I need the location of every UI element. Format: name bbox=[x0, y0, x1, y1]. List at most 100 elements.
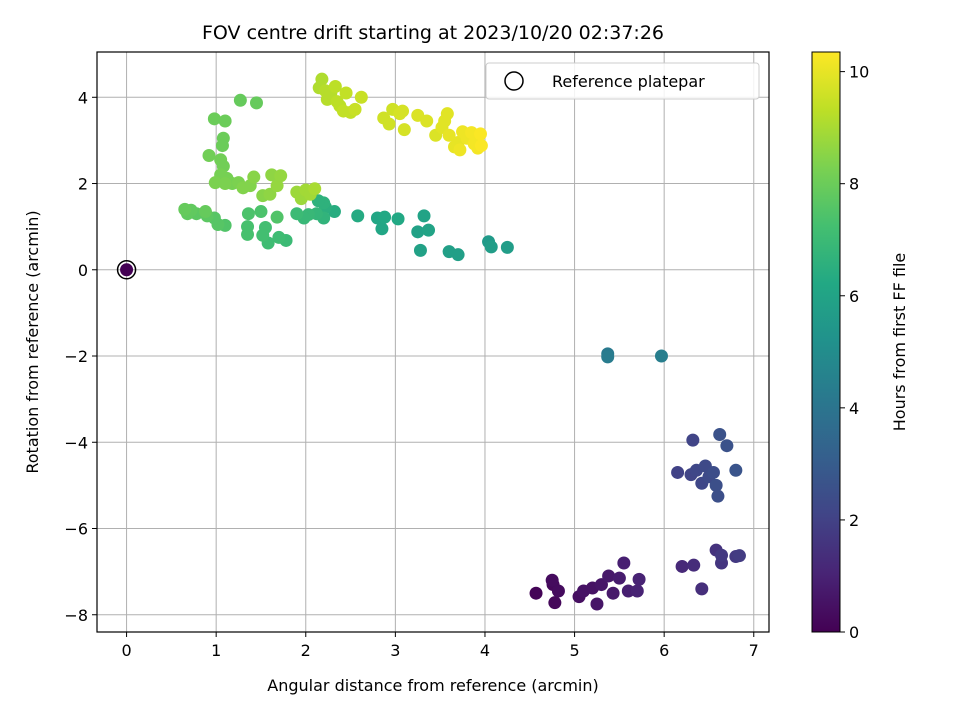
data-point bbox=[241, 227, 255, 241]
data-point bbox=[687, 558, 701, 572]
data-point bbox=[686, 433, 700, 447]
data-point bbox=[198, 205, 212, 219]
data-point bbox=[208, 176, 222, 190]
data-point bbox=[621, 584, 635, 598]
y-tick-label: 0 bbox=[78, 261, 88, 280]
data-point bbox=[270, 210, 284, 224]
data-point bbox=[453, 143, 467, 157]
data-point bbox=[263, 187, 277, 201]
data-point bbox=[256, 228, 270, 242]
data-point bbox=[218, 177, 232, 191]
data-point bbox=[218, 114, 232, 128]
x-tick-label: 2 bbox=[301, 641, 311, 660]
chart-title: FOV centre drift starting at 2023/10/20 … bbox=[202, 22, 664, 44]
data-point bbox=[715, 548, 729, 562]
legend-marker bbox=[504, 71, 524, 91]
colorbar-tick-label: 6 bbox=[849, 287, 859, 306]
y-tick-label: 4 bbox=[78, 88, 88, 107]
x-tick-label: 0 bbox=[121, 641, 131, 660]
data-point bbox=[442, 128, 456, 142]
data-point bbox=[440, 107, 454, 121]
grid bbox=[97, 52, 769, 632]
data-point bbox=[391, 212, 405, 226]
legend-box bbox=[485, 62, 760, 100]
colorbar-tick-label: 2 bbox=[849, 511, 859, 530]
colorbar-tick-label: 0 bbox=[849, 623, 859, 642]
x-axis-label: Angular distance from reference (arcmin) bbox=[267, 676, 598, 695]
data-point bbox=[695, 582, 709, 596]
data-point bbox=[241, 207, 255, 221]
data-point bbox=[484, 240, 498, 254]
data-point bbox=[120, 263, 134, 277]
x-tick-label: 1 bbox=[211, 641, 221, 660]
data-point bbox=[617, 556, 631, 570]
data-point bbox=[671, 465, 685, 479]
y-axis-label: Rotation from reference (arcmin) bbox=[23, 210, 42, 473]
legend-entry-label: Reference platepar bbox=[552, 72, 705, 91]
x-axis-ticks: 0 1 2 3 4 5 6 7 bbox=[121, 632, 759, 660]
data-point bbox=[602, 569, 616, 583]
data-point bbox=[632, 572, 646, 586]
x-tick-label: 7 bbox=[749, 641, 759, 660]
data-point bbox=[711, 489, 725, 503]
data-point bbox=[601, 350, 615, 364]
data-point bbox=[630, 584, 644, 598]
data-point bbox=[729, 463, 743, 477]
colorbar-label: Hours from first FF file bbox=[890, 253, 909, 432]
data-point bbox=[474, 139, 488, 153]
legend: Reference platepar bbox=[485, 62, 760, 100]
data-point bbox=[413, 243, 427, 257]
data-point bbox=[254, 205, 268, 219]
data-point bbox=[247, 170, 261, 184]
data-point bbox=[382, 117, 396, 131]
data-point bbox=[675, 559, 689, 573]
reference-marker bbox=[116, 260, 137, 280]
data-point bbox=[411, 225, 425, 239]
x-tick-label: 3 bbox=[390, 641, 400, 660]
colorbar-tick-label: 10 bbox=[849, 63, 869, 82]
data-point bbox=[397, 123, 411, 137]
data-point bbox=[500, 240, 514, 254]
data-point bbox=[706, 465, 720, 479]
data-point bbox=[308, 182, 322, 196]
data-point bbox=[178, 202, 192, 216]
y-tick-label: −8 bbox=[64, 606, 88, 625]
data-point bbox=[612, 571, 626, 585]
plot-frame bbox=[96, 51, 770, 633]
data-point bbox=[351, 209, 365, 223]
data-point bbox=[272, 230, 286, 244]
x-tick-label: 6 bbox=[659, 641, 669, 660]
data-point bbox=[548, 596, 562, 610]
data-point bbox=[354, 90, 368, 104]
data-point bbox=[713, 427, 727, 441]
x-tick-label: 4 bbox=[480, 641, 490, 660]
data-point bbox=[422, 223, 436, 237]
data-point bbox=[551, 584, 565, 598]
data-point bbox=[375, 222, 389, 236]
data-point bbox=[720, 439, 734, 453]
data-point bbox=[315, 72, 329, 86]
y-tick-label: 2 bbox=[78, 175, 88, 194]
data-point bbox=[339, 86, 353, 100]
y-tick-label: −6 bbox=[64, 520, 88, 539]
data-point bbox=[348, 102, 362, 116]
data-point bbox=[207, 112, 221, 126]
colorbar-gradient bbox=[811, 51, 841, 633]
colorbar-tick-label: 8 bbox=[849, 175, 859, 194]
data-point bbox=[606, 586, 620, 600]
data-point bbox=[274, 169, 288, 183]
colorbar-tick-label: 4 bbox=[849, 399, 859, 418]
data-point bbox=[529, 586, 543, 600]
y-tick-label: −4 bbox=[64, 433, 88, 452]
data-point bbox=[378, 210, 392, 224]
data-point bbox=[396, 104, 410, 118]
x-tick-label: 5 bbox=[569, 641, 579, 660]
data-point bbox=[654, 349, 668, 363]
data-point bbox=[215, 139, 229, 153]
data-point bbox=[417, 209, 431, 223]
data-point bbox=[420, 114, 434, 128]
colorbar-ticks: 0 2 4 6 8 10 bbox=[840, 63, 869, 642]
reference-point bbox=[116, 260, 137, 280]
data-point bbox=[473, 127, 487, 141]
data-point bbox=[545, 573, 559, 587]
